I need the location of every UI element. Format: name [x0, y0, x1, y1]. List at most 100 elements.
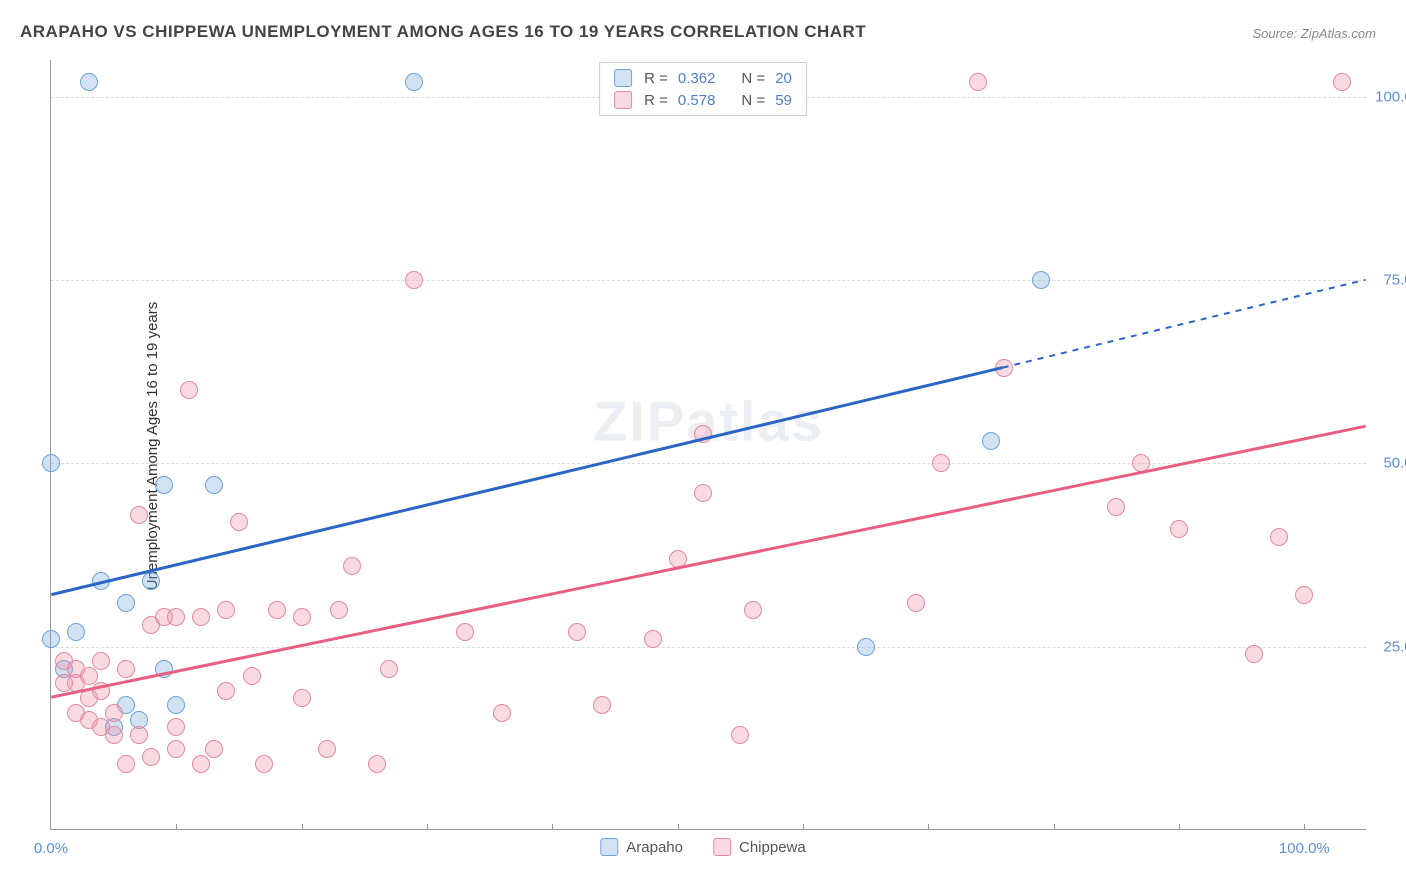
data-point — [130, 506, 148, 524]
source-site: ZipAtlas.com — [1301, 26, 1376, 41]
data-point — [167, 696, 185, 714]
data-point — [92, 652, 110, 670]
data-point — [456, 623, 474, 641]
data-point — [1032, 271, 1050, 289]
data-point — [731, 726, 749, 744]
data-point — [1333, 73, 1351, 91]
data-point — [330, 601, 348, 619]
data-point — [405, 73, 423, 91]
data-point — [857, 638, 875, 656]
correlation-legend: R = 0.362 N = 20 R = 0.578 N = 59 — [599, 62, 807, 116]
legend-item-arapaho: Arapaho — [600, 838, 683, 856]
swatch-arapaho — [600, 838, 618, 856]
data-point — [268, 601, 286, 619]
data-point — [932, 454, 950, 472]
data-point — [995, 359, 1013, 377]
data-point — [293, 689, 311, 707]
data-point — [907, 594, 925, 612]
data-point — [205, 740, 223, 758]
data-point — [167, 608, 185, 626]
legend-label: Chippewa — [739, 839, 806, 856]
data-point — [80, 667, 98, 685]
xtick-mark — [427, 824, 428, 830]
data-point — [192, 755, 210, 773]
data-point — [142, 748, 160, 766]
data-point — [217, 682, 235, 700]
data-point — [42, 630, 60, 648]
data-point — [117, 594, 135, 612]
data-point — [117, 660, 135, 678]
data-point — [255, 755, 273, 773]
ytick-label: 50.0% — [1371, 455, 1406, 472]
r-label: R = — [644, 70, 668, 87]
data-point — [644, 630, 662, 648]
n-label: N = — [741, 92, 765, 109]
chart-title: ARAPAHO VS CHIPPEWA UNEMPLOYMENT AMONG A… — [20, 22, 866, 42]
data-point — [230, 513, 248, 531]
data-point — [1132, 454, 1150, 472]
xtick-mark — [803, 824, 804, 830]
data-point — [368, 755, 386, 773]
data-point — [67, 623, 85, 641]
data-point — [694, 425, 712, 443]
xtick-label-right: 100.0% — [1279, 840, 1330, 857]
xtick-label-left: 0.0% — [34, 840, 68, 857]
xtick-mark — [1054, 824, 1055, 830]
gridline-h — [51, 463, 1366, 464]
data-point — [593, 696, 611, 714]
data-point — [694, 484, 712, 502]
data-point — [180, 381, 198, 399]
data-point — [117, 755, 135, 773]
n-value: 20 — [775, 70, 792, 87]
plot-area: ZIPatlas 25.0%50.0%75.0%100.0%0.0%100.0% — [50, 60, 1366, 830]
ytick-label: 25.0% — [1371, 638, 1406, 655]
trend-lines-layer — [51, 60, 1366, 829]
r-label: R = — [644, 92, 668, 109]
data-point — [155, 660, 173, 678]
swatch-arapaho — [614, 69, 632, 87]
data-point — [192, 608, 210, 626]
swatch-chippewa — [713, 838, 731, 856]
data-point — [105, 704, 123, 722]
watermark: ZIPatlas — [593, 389, 824, 454]
source-credit: Source: ZipAtlas.com — [1252, 26, 1376, 41]
data-point — [155, 476, 173, 494]
xtick-mark — [928, 824, 929, 830]
data-point — [318, 740, 336, 758]
trend-line-chippewa — [51, 426, 1365, 697]
ytick-label: 100.0% — [1371, 88, 1406, 105]
data-point — [105, 726, 123, 744]
data-point — [343, 557, 361, 575]
trend-line-arapaho-extrapolated — [1003, 280, 1366, 368]
series-legend: Arapaho Chippewa — [600, 838, 805, 856]
data-point — [568, 623, 586, 641]
xtick-mark — [1304, 824, 1305, 830]
data-point — [1295, 586, 1313, 604]
gridline-h — [51, 280, 1366, 281]
xtick-mark — [302, 824, 303, 830]
data-point — [380, 660, 398, 678]
data-point — [92, 572, 110, 590]
data-point — [1107, 498, 1125, 516]
data-point — [669, 550, 687, 568]
legend-item-chippewa: Chippewa — [713, 838, 806, 856]
trend-line-arapaho — [51, 368, 1002, 595]
source-prefix: Source: — [1252, 26, 1300, 41]
data-point — [205, 476, 223, 494]
r-value: 0.578 — [678, 92, 716, 109]
legend-row-chippewa: R = 0.578 N = 59 — [600, 89, 806, 111]
data-point — [167, 740, 185, 758]
data-point — [405, 271, 423, 289]
legend-label: Arapaho — [626, 839, 683, 856]
n-value: 59 — [775, 92, 792, 109]
data-point — [1270, 528, 1288, 546]
n-label: N = — [741, 70, 765, 87]
data-point — [969, 73, 987, 91]
data-point — [493, 704, 511, 722]
data-point — [293, 608, 311, 626]
xtick-mark — [552, 824, 553, 830]
xtick-mark — [678, 824, 679, 830]
data-point — [1245, 645, 1263, 663]
data-point — [42, 454, 60, 472]
data-point — [982, 432, 1000, 450]
